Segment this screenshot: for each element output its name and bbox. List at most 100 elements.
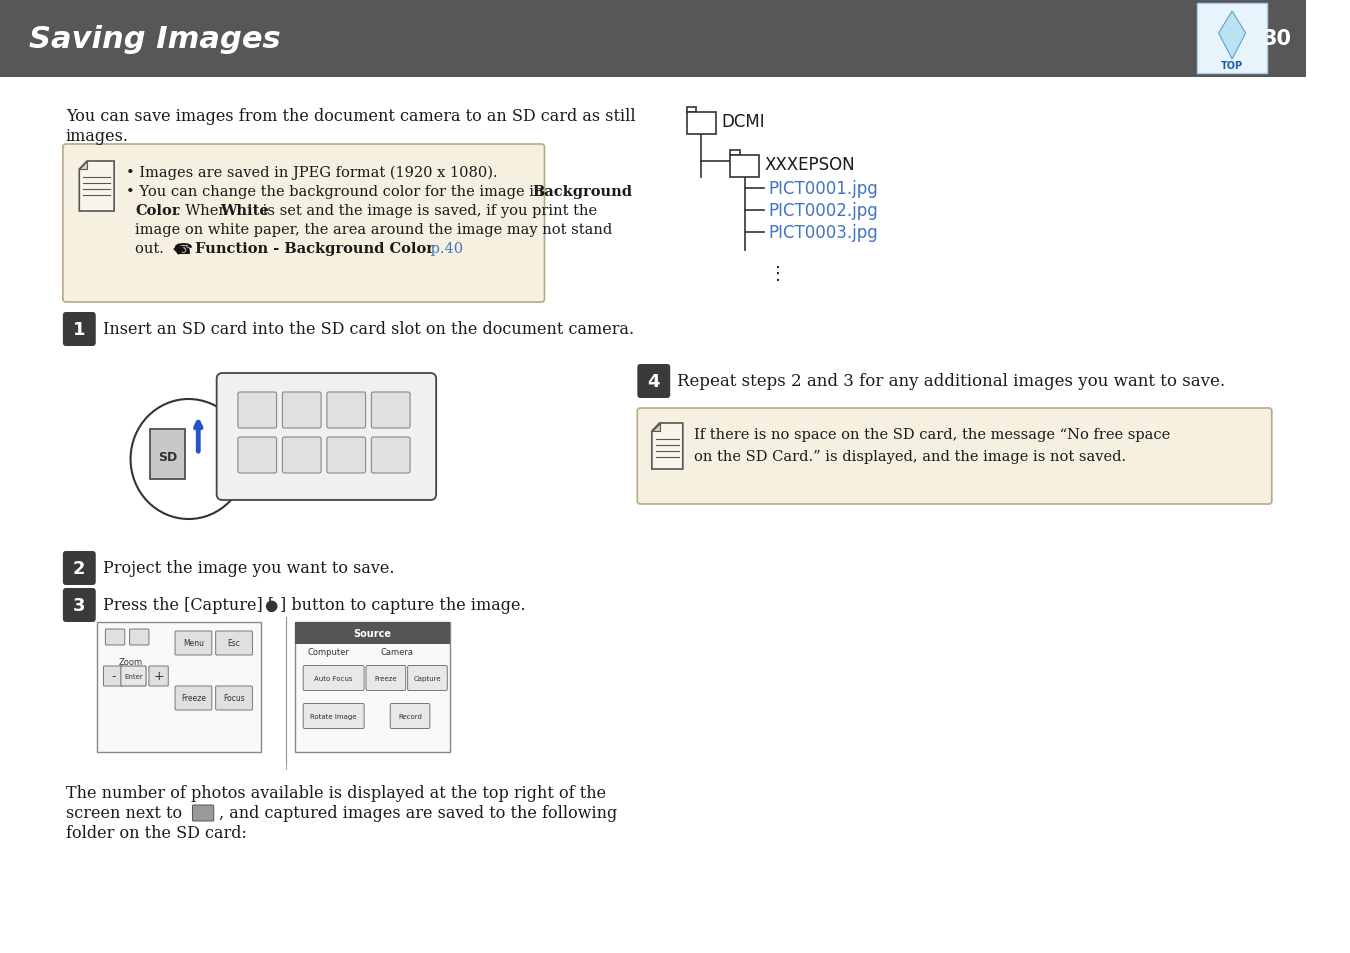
Text: Record: Record xyxy=(398,713,423,720)
Text: p.40: p.40 xyxy=(425,242,463,255)
Text: Press the [Capture] [: Press the [Capture] [ xyxy=(103,597,274,614)
Bar xyxy=(687,108,697,112)
Text: Color: Color xyxy=(135,204,180,218)
FancyBboxPatch shape xyxy=(238,437,277,474)
Text: Rotate Image: Rotate Image xyxy=(310,713,356,720)
Text: Menu: Menu xyxy=(184,639,204,648)
Text: ⋮: ⋮ xyxy=(769,265,787,283)
Text: Repeat steps 2 and 3 for any additional images you want to save.: Repeat steps 2 and 3 for any additional … xyxy=(676,374,1224,390)
Bar xyxy=(97,622,261,752)
Bar xyxy=(730,156,759,178)
FancyBboxPatch shape xyxy=(148,666,169,686)
Text: Background: Background xyxy=(532,185,632,199)
Text: Zoom: Zoom xyxy=(119,658,143,666)
FancyBboxPatch shape xyxy=(216,631,252,656)
Text: Capture: Capture xyxy=(413,676,441,681)
Text: Camera: Camera xyxy=(379,648,413,657)
FancyBboxPatch shape xyxy=(122,666,146,686)
FancyBboxPatch shape xyxy=(282,393,321,429)
Text: 30: 30 xyxy=(1262,29,1291,49)
FancyBboxPatch shape xyxy=(176,686,212,710)
Polygon shape xyxy=(80,162,115,212)
Text: Freeze: Freeze xyxy=(374,676,397,681)
Polygon shape xyxy=(652,423,683,470)
FancyBboxPatch shape xyxy=(371,393,410,429)
Text: 1: 1 xyxy=(73,320,85,338)
FancyBboxPatch shape xyxy=(371,437,410,474)
Text: • You can change the background color for the image in: • You can change the background color fo… xyxy=(126,185,548,199)
FancyBboxPatch shape xyxy=(304,703,364,729)
FancyBboxPatch shape xyxy=(216,686,252,710)
FancyBboxPatch shape xyxy=(176,631,212,656)
Text: ●: ● xyxy=(265,598,277,613)
FancyBboxPatch shape xyxy=(327,437,366,474)
Text: White: White xyxy=(220,204,269,218)
FancyBboxPatch shape xyxy=(366,666,406,691)
Text: out.  ◆: out. ◆ xyxy=(135,242,189,255)
Text: TOP: TOP xyxy=(1220,61,1243,71)
Text: SD: SD xyxy=(158,451,177,464)
Polygon shape xyxy=(80,162,86,170)
Circle shape xyxy=(66,315,93,344)
FancyBboxPatch shape xyxy=(104,666,123,686)
Text: XXXEPSON: XXXEPSON xyxy=(765,156,856,173)
Text: images.: images. xyxy=(66,128,128,145)
Text: Source: Source xyxy=(354,628,391,639)
FancyBboxPatch shape xyxy=(637,365,670,398)
FancyBboxPatch shape xyxy=(63,313,96,347)
Text: Freeze: Freeze xyxy=(181,694,207,702)
Bar xyxy=(687,112,716,135)
Text: Saving Images: Saving Images xyxy=(28,25,281,53)
Text: Insert an SD card into the SD card slot on the document camera.: Insert an SD card into the SD card slot … xyxy=(103,321,633,338)
Text: The number of photos available is displayed at the top right of the: The number of photos available is displa… xyxy=(66,784,606,801)
Text: is set and the image is saved, if you print the: is set and the image is saved, if you pr… xyxy=(258,204,597,218)
Text: PICT0001.jpg: PICT0001.jpg xyxy=(769,180,879,198)
Bar xyxy=(730,151,740,156)
FancyBboxPatch shape xyxy=(216,374,436,500)
Text: +: + xyxy=(154,670,163,682)
Text: Focus: Focus xyxy=(223,694,244,702)
Text: 2: 2 xyxy=(73,559,85,578)
Bar xyxy=(294,622,450,752)
FancyBboxPatch shape xyxy=(304,666,364,691)
FancyBboxPatch shape xyxy=(63,552,96,585)
FancyBboxPatch shape xyxy=(238,393,277,429)
Text: • Images are saved in JPEG format (1920 x 1080).: • Images are saved in JPEG format (1920 … xyxy=(126,166,497,180)
Polygon shape xyxy=(1219,12,1246,60)
Text: , and captured images are saved to the following: , and captured images are saved to the f… xyxy=(219,804,617,821)
FancyBboxPatch shape xyxy=(63,145,544,303)
Text: Function - Background Color: Function - Background Color xyxy=(189,242,433,255)
Text: Project the image you want to save.: Project the image you want to save. xyxy=(103,560,394,577)
Text: screen next to: screen next to xyxy=(66,804,188,821)
Text: PICT0003.jpg: PICT0003.jpg xyxy=(769,224,879,242)
FancyBboxPatch shape xyxy=(130,629,148,645)
Bar xyxy=(0,0,1305,78)
FancyBboxPatch shape xyxy=(63,588,96,622)
Ellipse shape xyxy=(131,399,247,519)
FancyBboxPatch shape xyxy=(193,805,213,821)
Polygon shape xyxy=(652,423,660,432)
Text: Computer: Computer xyxy=(308,648,350,657)
FancyBboxPatch shape xyxy=(327,393,366,429)
Text: Auto Focus: Auto Focus xyxy=(315,676,352,681)
Text: image on white paper, the area around the image may not stand: image on white paper, the area around th… xyxy=(135,223,613,236)
FancyBboxPatch shape xyxy=(390,703,429,729)
Text: If there is no space on the SD card, the message “No free space: If there is no space on the SD card, the… xyxy=(694,428,1170,441)
Text: You can save images from the document camera to an SD card as still: You can save images from the document ca… xyxy=(66,108,636,125)
Text: 3: 3 xyxy=(73,597,85,615)
Text: ] button to capture the image.: ] button to capture the image. xyxy=(281,597,526,614)
Text: on the SD Card.” is displayed, and the image is not saved.: on the SD Card.” is displayed, and the i… xyxy=(694,450,1126,463)
FancyBboxPatch shape xyxy=(282,437,321,474)
Text: Enter: Enter xyxy=(124,673,143,679)
Text: . When: . When xyxy=(176,204,232,218)
Text: folder on the SD card:: folder on the SD card: xyxy=(66,824,247,841)
Text: Esc: Esc xyxy=(228,639,240,648)
Text: DCMI: DCMI xyxy=(721,112,765,131)
Text: -: - xyxy=(111,670,115,682)
Bar xyxy=(1197,4,1266,74)
Text: ☎: ☎ xyxy=(174,242,193,256)
FancyBboxPatch shape xyxy=(408,666,447,691)
Bar xyxy=(150,430,185,479)
FancyBboxPatch shape xyxy=(637,409,1272,504)
Text: PICT0002.jpg: PICT0002.jpg xyxy=(769,202,879,220)
